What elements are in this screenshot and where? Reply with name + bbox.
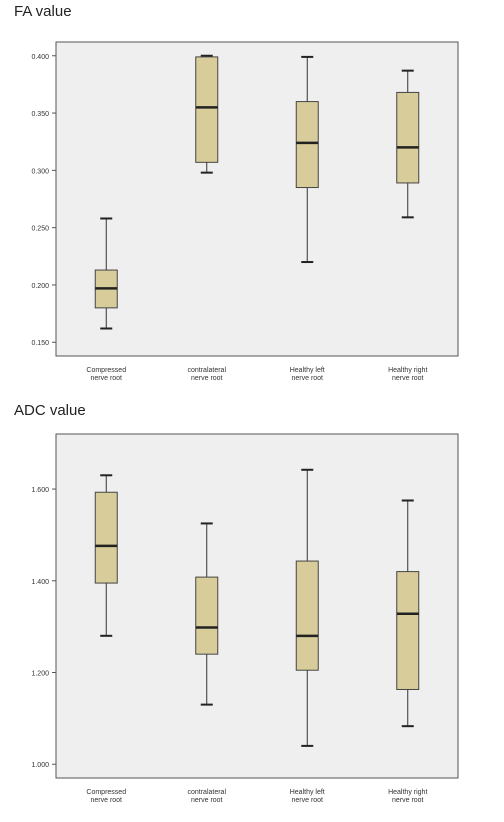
fa-xtick-label-2-0: Healthy left — [290, 367, 325, 374]
adc-ytick-label-2: 1.400 — [31, 579, 49, 586]
fa-xtick-label-0-1: nerve root — [90, 375, 122, 382]
fa-xtick-label-3-0: Healthy right — [388, 367, 427, 374]
adc-box-3 — [396, 499, 420, 728]
adc-ytick-label-1: 1.200 — [31, 671, 49, 678]
fa-xtick-label-2-1: nerve root — [291, 375, 323, 382]
adc-iqr-box-0 — [94, 491, 118, 584]
adc-box-0 — [94, 474, 118, 637]
fa-ytick-label-1: 0.200 — [31, 283, 49, 290]
fa-xtick-label-0-0: Compressed — [86, 367, 126, 374]
adc-ytick-label-3: 1.600 — [31, 487, 49, 494]
adc-box-1 — [195, 522, 219, 706]
adc-iqr-box-1 — [195, 576, 219, 655]
adc-iqr-box-3 — [396, 571, 420, 690]
fa-iqr-box-2 — [295, 101, 319, 189]
adc-xtick-label-1-1: nerve root — [191, 797, 223, 804]
adc-xtick-label-3-0: Healthy right — [388, 789, 427, 796]
fa-box-1 — [195, 54, 219, 174]
fa-xtick-label-3-1: nerve root — [392, 375, 424, 382]
fa-xtick-label-1-1: nerve root — [191, 375, 223, 382]
fa-box-2 — [295, 55, 319, 264]
fa-iqr-box-3 — [396, 91, 420, 184]
adc-xtick-label-0-1: nerve root — [90, 797, 122, 804]
fa-xtick-label-1-0: contralateral — [187, 367, 226, 374]
adc-iqr-box-2 — [295, 560, 319, 671]
adc-chart-title: ADC value — [14, 402, 86, 419]
fa-box-3 — [396, 69, 420, 219]
fa-iqr-box-1 — [195, 56, 219, 163]
adc-box-2 — [295, 468, 319, 747]
adc-xtick-label-3-1: nerve root — [392, 797, 424, 804]
adc-ytick-label-0: 1.000 — [31, 762, 49, 769]
fa-box-0 — [94, 217, 118, 330]
fa-ytick-label-4: 0.350 — [31, 111, 49, 118]
fa-ytick-label-3: 0.300 — [31, 168, 49, 175]
adc-xtick-label-2-0: Healthy left — [290, 789, 325, 796]
fa-ytick-label-5: 0.400 — [31, 54, 49, 61]
adc-xtick-label-0-0: Compressed — [86, 789, 126, 796]
adc-xtick-label-1-0: contralateral — [187, 789, 226, 796]
adc-plot-area — [55, 433, 459, 779]
fa-plot-area — [55, 41, 459, 357]
fa-boxplot-chart: 0.150 0.200 0.250 0.300 0.350 0.400 Compressed… — [31, 41, 459, 382]
fa-ytick-label-0: 0.150 — [31, 340, 49, 347]
adc-xtick-label-2-1: nerve root — [291, 797, 323, 804]
fa-chart-title: FA value — [14, 3, 72, 20]
fa-ytick-label-2: 0.250 — [31, 226, 49, 233]
